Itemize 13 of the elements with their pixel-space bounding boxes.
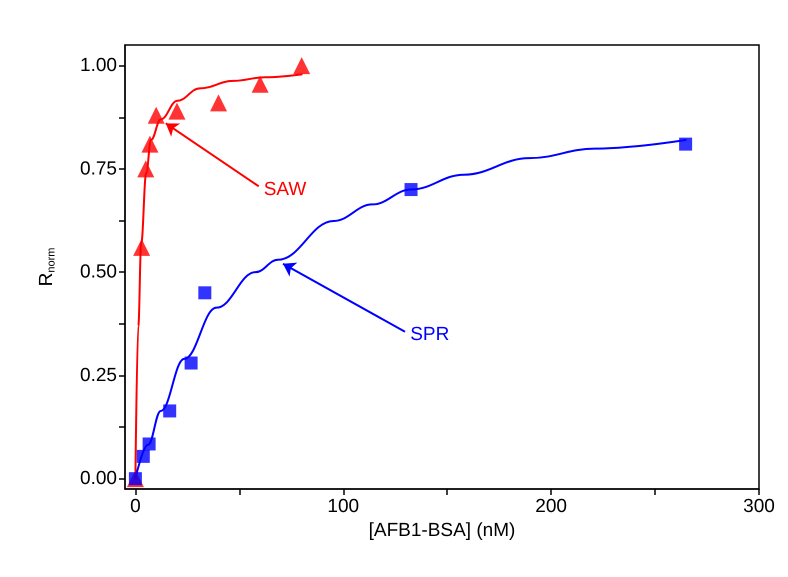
x-tick-label: 100: [327, 496, 360, 517]
y-tick-label: 0.75: [80, 158, 117, 180]
x-axis-title: [AFB1-BSA] (nM): [368, 520, 516, 541]
x-tick-label: 300: [743, 496, 775, 517]
y-tick-label: 0.00: [80, 468, 117, 490]
x-tick-label: 200: [535, 496, 567, 517]
y-tick-label: 0.50: [80, 262, 117, 283]
x-tick-label: 0: [130, 496, 141, 517]
y-tick-label: 0.25: [80, 364, 117, 386]
text: SPR: [410, 324, 450, 346]
text: SAW: [264, 179, 306, 200]
y-axis-title: Rnorm: [36, 248, 58, 286]
y-tick-label: 1.00: [80, 55, 117, 76]
